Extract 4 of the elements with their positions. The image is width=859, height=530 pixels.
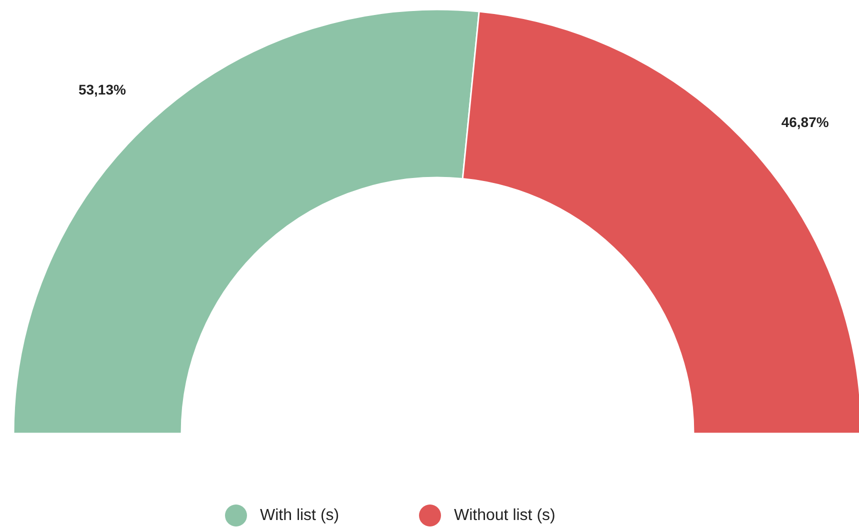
legend-label: Without list (s) [454, 507, 556, 524]
data-label: 53,13% [78, 82, 126, 98]
data-label: 46,87% [781, 114, 830, 130]
legend-label: With list (s) [260, 507, 340, 524]
